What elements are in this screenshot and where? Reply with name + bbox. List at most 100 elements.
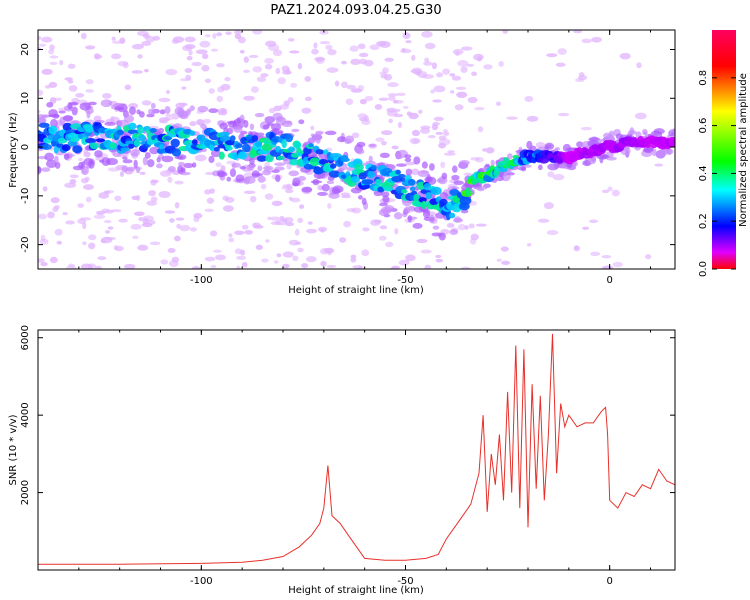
heatmap-cell — [301, 263, 309, 269]
heatmap-cell — [499, 166, 508, 173]
heatmap-cell — [95, 138, 106, 143]
heatmap-cell — [218, 131, 230, 137]
heatmap-cell — [239, 114, 245, 123]
heatmap-cell — [209, 143, 215, 152]
heatmap-cell — [89, 142, 99, 150]
heatmap-cell — [669, 129, 674, 134]
heatmap-cell — [40, 262, 48, 267]
heatmap-cell — [476, 186, 488, 190]
heatmap-cell — [260, 73, 269, 78]
heatmap-cell — [270, 216, 281, 221]
heatmap-cell — [147, 108, 156, 115]
heatmap-cell — [391, 265, 401, 269]
heatmap-cell — [449, 229, 459, 236]
heatmap-cell — [252, 30, 263, 35]
heatmap-cell — [122, 159, 133, 164]
heatmap-cell — [276, 155, 285, 161]
heatmap-cell — [574, 245, 579, 250]
heatmap-cell — [264, 57, 274, 64]
heatmap-cell — [450, 90, 455, 94]
heatmap-cell — [315, 137, 321, 144]
heatmap-cell — [501, 260, 511, 266]
heatmap-cell — [397, 121, 402, 129]
heatmap-cell — [379, 225, 388, 230]
heatmap-cell — [381, 191, 390, 198]
heatmap-cell — [184, 68, 193, 73]
heatmap-cell — [341, 60, 347, 65]
heatmap-cell — [271, 200, 283, 207]
heatmap-cell — [388, 95, 396, 101]
heatmap-cell — [63, 153, 70, 161]
heatmap-cell — [424, 42, 436, 50]
heatmap-cell — [167, 248, 176, 253]
heatmap-cell — [275, 67, 281, 75]
heatmap-cell — [319, 30, 329, 35]
heatmap-cell — [537, 218, 550, 223]
heatmap-cell — [176, 223, 181, 229]
heatmap-cell — [241, 261, 248, 268]
heatmap-cell — [130, 223, 142, 230]
heatmap-cell — [41, 68, 53, 75]
heatmap-cell — [163, 136, 173, 141]
heatmap-cell — [320, 228, 325, 233]
heatmap-cell — [233, 127, 243, 133]
heatmap-cell — [313, 42, 318, 49]
heatmap-cell — [421, 200, 427, 210]
heatmap-cell — [467, 96, 478, 104]
heatmap-cell — [250, 86, 259, 93]
colorbar-tick-label: 0.8 — [698, 70, 709, 86]
heatmap-cell — [367, 170, 375, 179]
heatmap-cell — [64, 77, 74, 81]
heatmap-cell — [183, 163, 194, 169]
spectrogram-y-axis: -20 -10 0 10 20 — [20, 43, 675, 253]
heatmap-cell — [134, 211, 145, 217]
colorbar-tick-label: 0.0 — [698, 261, 709, 277]
heatmap-cell — [398, 259, 410, 266]
heatmap-cell — [288, 146, 296, 153]
colorbar-tick-label: 0.6 — [698, 118, 709, 134]
colorbar-tick-label: 0.2 — [698, 213, 709, 229]
heatmap-cell — [435, 254, 442, 258]
heatmap-cell — [178, 110, 189, 119]
heatmap-cell — [380, 206, 392, 214]
heatmap-cell — [238, 151, 248, 160]
heatmap-cell — [331, 187, 341, 195]
heatmap-cell — [308, 143, 314, 148]
heatmap-cell — [361, 179, 374, 185]
heatmap-cell — [413, 156, 421, 165]
heatmap-cell — [502, 30, 508, 34]
heatmap-cell — [285, 67, 291, 75]
heatmap-cell — [304, 76, 312, 82]
heatmap-cell — [496, 258, 502, 262]
heatmap-cell — [204, 256, 216, 262]
heatmap-cell — [451, 75, 462, 81]
heatmap-cell — [270, 221, 281, 226]
heatmap-cell — [78, 161, 84, 169]
heatmap-cell — [191, 266, 201, 269]
heatmap-cell — [292, 182, 299, 187]
heatmap-cell — [133, 159, 138, 169]
heatmap-cell — [239, 166, 246, 170]
heatmap-cell — [53, 155, 59, 164]
figure-title: PAZ1.2024.093.04.25.G30 — [270, 3, 441, 18]
heatmap-cell — [248, 54, 259, 58]
heatmap-cell — [161, 155, 174, 163]
heatmap-cell — [378, 235, 387, 241]
heatmap-cell — [82, 241, 87, 246]
heatmap-cell — [195, 49, 208, 55]
heatmap-cell — [346, 208, 357, 213]
heatmap-cell — [315, 131, 324, 136]
heatmap-cell — [456, 91, 468, 98]
heatmap-cell — [287, 97, 294, 103]
heatmap-cell — [194, 154, 207, 162]
heatmap-cell — [580, 126, 592, 131]
heatmap-cell — [452, 165, 458, 173]
heatmap-cell — [48, 114, 60, 118]
heatmap-cell — [436, 72, 444, 78]
heatmap-cell — [131, 43, 144, 50]
snr-y-label: SNR (10 * v/v) — [8, 414, 19, 485]
heatmap-cell — [79, 102, 91, 111]
heatmap-cell — [86, 110, 91, 119]
x-tick-label: 0 — [606, 576, 612, 587]
